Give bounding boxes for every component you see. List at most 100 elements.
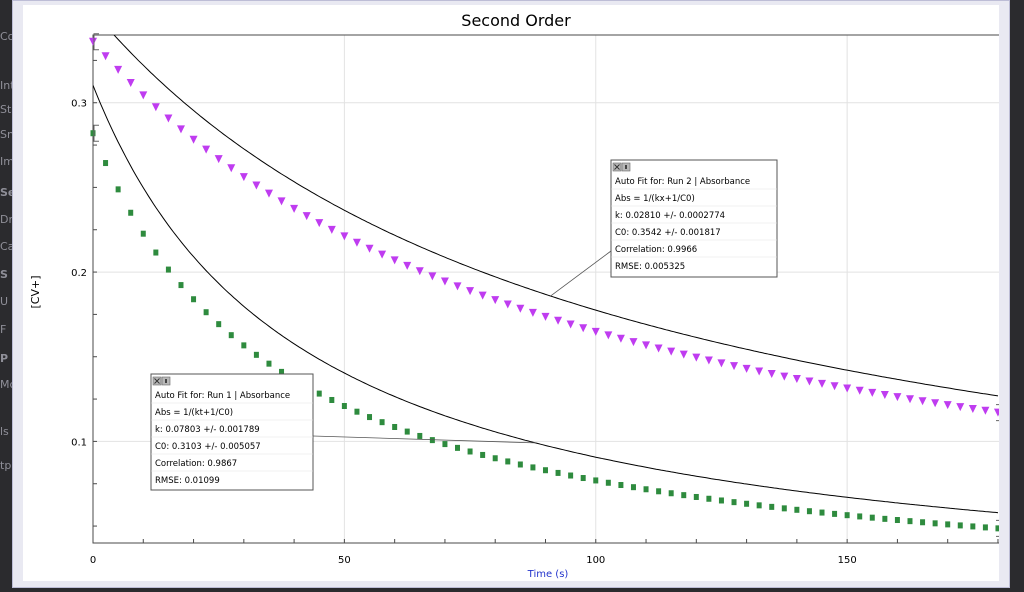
data-point-run1: [593, 477, 599, 484]
fit-box-line: C0: 0.3542 +/- 0.001817: [615, 228, 721, 238]
data-point-run2: [981, 406, 990, 415]
data-point-run2: [780, 372, 789, 381]
data-point-run2: [239, 173, 248, 182]
data-point-run2: [315, 219, 324, 228]
data-point-run2: [139, 91, 148, 100]
data-point-run1: [517, 461, 523, 468]
data-point-run2: [440, 277, 449, 286]
fit-curve-2: [113, 35, 999, 397]
data-point-run1: [530, 464, 536, 471]
data-point-run2: [843, 384, 852, 393]
data-point-run2: [214, 155, 223, 164]
data-point-run2: [566, 320, 575, 329]
fit-box-line: C0: 0.3103 +/- 0.005057: [155, 442, 261, 452]
data-point-run1: [417, 432, 423, 439]
data-point-run1: [668, 490, 674, 497]
data-point-run2: [151, 103, 160, 112]
data-point-run1: [492, 455, 498, 462]
fit-box-line: Correlation: 0.9867: [155, 459, 237, 469]
fit-box-line: Abs = 1/(kx+1/C0): [615, 194, 695, 204]
data-point-run1: [630, 484, 636, 491]
x-axis-label[interactable]: Time (s): [527, 569, 569, 580]
chart: Second Order 0 50 100 150 0.1 0.2 0.3 [CV+] Ti…: [29, 11, 1004, 580]
data-point-run1: [329, 396, 335, 403]
data-point-run1: [894, 517, 900, 524]
range-bracket-start-run2[interactable]: [93, 33, 99, 51]
data-point-run1: [442, 441, 448, 448]
data-point-run2: [189, 135, 198, 144]
data-point-run1: [404, 428, 410, 435]
fit-box-1[interactable]: Auto Fit for: Run 2 | Absorbance Abs = 1/…: [610, 159, 778, 278]
data-point-run1: [379, 419, 385, 426]
data-point-run1: [367, 414, 373, 421]
data-point-run2: [415, 267, 424, 276]
data-point-run2: [327, 225, 336, 234]
data-point-run2: [503, 300, 512, 309]
data-point-run2: [528, 308, 537, 317]
data-point-run2: [805, 377, 814, 386]
fit-box-line: Abs = 1/(kt+1/C0): [155, 408, 233, 418]
fit-box-2[interactable]: Auto Fit for: Run 1 | Absorbance Abs = 1/…: [150, 373, 314, 491]
sidebar-fragment: S: [0, 268, 8, 281]
data-point-run2: [365, 244, 374, 253]
sidebar-fragment: P: [0, 352, 9, 365]
y-axis-label: [CV+]: [29, 275, 42, 308]
data-point-run1: [140, 230, 146, 237]
data-point-run2: [792, 375, 801, 384]
data-point-run1: [480, 451, 486, 458]
sidebar-fragment: Dr: [0, 213, 12, 226]
data-point-run2: [378, 250, 387, 259]
data-point-run2: [466, 287, 475, 296]
data-point-run2: [340, 232, 349, 241]
data-point-run2: [202, 145, 211, 154]
sidebar-fragment: F: [0, 323, 7, 336]
data-point-run2: [428, 272, 437, 281]
data-point-run1: [455, 444, 461, 451]
range-bracket-start-run1[interactable]: [93, 124, 99, 142]
data-point-run1: [643, 486, 649, 493]
data-point-run1: [693, 493, 699, 500]
data-point-run1: [279, 368, 285, 375]
data-point-run2: [893, 393, 902, 402]
data-point-run1: [769, 503, 775, 510]
axis-ticks: 0 50 100 150 0.1 0.2 0.3: [71, 59, 999, 566]
data-point-run2: [855, 386, 864, 395]
data-point-run2: [516, 304, 525, 313]
data-point-run2: [579, 324, 588, 333]
sidebar-fragment: Co: [0, 30, 12, 43]
sidebar-fragment: Se: [0, 186, 12, 199]
data-point-run2: [89, 37, 97, 46]
leader-line: [312, 435, 536, 444]
data-point-run2: [616, 334, 625, 343]
data-point-run2: [302, 212, 311, 221]
data-point-run2: [654, 344, 663, 353]
data-point-run2: [478, 291, 487, 300]
chart-title: Second Order: [461, 11, 571, 30]
fit-box-line: Auto Fit for: Run 2 | Absorbance: [615, 177, 750, 187]
sidebar-fragment: U: [0, 295, 9, 308]
data-point-run1: [618, 482, 624, 489]
data-point-run2: [390, 256, 399, 265]
data-point-run1: [165, 266, 171, 273]
chart-panel: Second Order 0 50 100 150 0.1 0.2 0.3 [CV+] Ti…: [23, 5, 1004, 581]
data-point-run1: [920, 519, 926, 526]
data-point-run2: [931, 399, 940, 408]
data-point-run2: [126, 78, 135, 87]
data-point-run2: [403, 261, 412, 270]
data-point-run1: [718, 497, 724, 504]
data-point-run1: [555, 469, 561, 476]
data-point-run1: [392, 423, 398, 430]
data-point-run1: [115, 186, 121, 193]
data-point-run1: [191, 296, 197, 303]
data-point-run2: [692, 353, 701, 362]
data-point-run2: [277, 197, 286, 206]
data-point-run1: [90, 130, 96, 137]
data-point-run2: [252, 181, 261, 190]
x-tick-label: 150: [838, 555, 857, 566]
data-point-run1: [882, 515, 888, 522]
data-point-run2: [968, 404, 977, 413]
data-point-run2: [717, 359, 726, 368]
data-point-run2: [453, 282, 462, 291]
data-point-run2: [943, 401, 952, 410]
fit-box-frame: [610, 159, 778, 278]
